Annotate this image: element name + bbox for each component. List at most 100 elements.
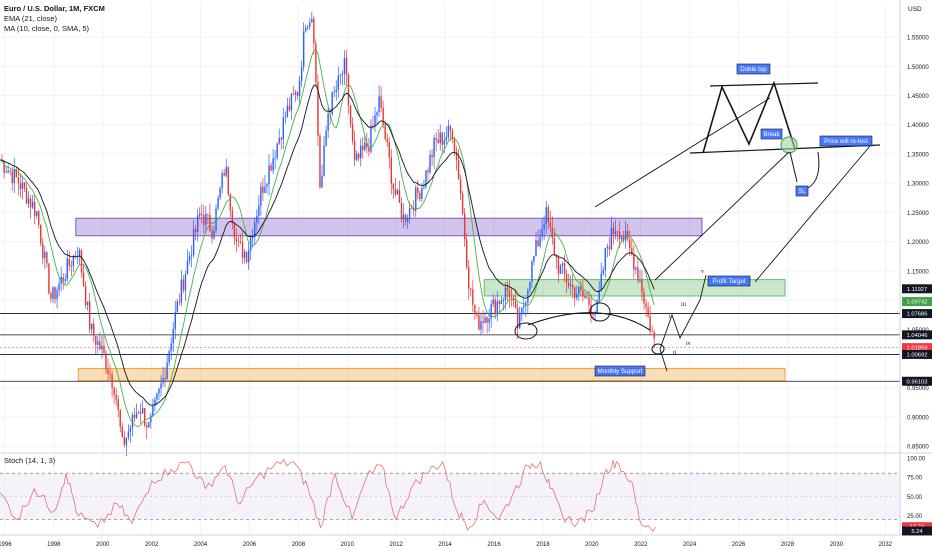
candle-body: [235, 238, 238, 242]
price-tag-label: 1.01859: [907, 346, 928, 352]
sl-drop-line: [789, 151, 798, 183]
candle-body: [629, 239, 631, 249]
candle-body: [304, 28, 307, 32]
doble-top-resistance-line: [709, 82, 819, 87]
candle-body: [209, 214, 211, 231]
candle-body: [480, 321, 482, 330]
candle-body: [527, 290, 529, 303]
candle-body: [482, 321, 484, 323]
candle-body: [539, 236, 541, 247]
candle-body: [468, 267, 470, 289]
candle-body: [101, 345, 103, 350]
candle-body: [429, 155, 431, 173]
candle-body: [584, 296, 586, 298]
candle-body: [578, 286, 580, 295]
candle-body: [425, 170, 427, 187]
candle-body: [56, 290, 58, 300]
candle-body: [247, 250, 250, 263]
candle-body: [582, 290, 584, 297]
wave-label: iii: [681, 302, 686, 308]
candle-body: [653, 332, 655, 339]
candle-body: [516, 308, 519, 329]
candle-body: [335, 89, 337, 92]
arrow-line-to-retest: [754, 145, 871, 283]
stoch-tick-label: 100.00: [907, 456, 926, 462]
candle-body: [86, 301, 89, 306]
candle-body: [366, 142, 368, 148]
candle-body: [535, 240, 537, 257]
candle-body: [388, 142, 390, 158]
candle-body: [580, 286, 582, 291]
candle-body: [637, 267, 639, 281]
candle-body: [264, 186, 266, 193]
candle-body: [160, 383, 162, 389]
candle-body: [561, 263, 564, 266]
candle-body: [378, 96, 380, 113]
sl-label: SL: [798, 188, 806, 195]
ema-line: [0, 49, 655, 427]
candle-body: [311, 18, 313, 23]
price-tag-box: [902, 343, 932, 353]
candle-body: [243, 251, 246, 258]
candle-body: [35, 211, 38, 216]
candle-body: [162, 377, 164, 384]
candle-body: [327, 113, 329, 131]
candle-body: [219, 188, 221, 199]
price-tick-label: 0.95000: [907, 386, 929, 392]
candle-body: [258, 205, 260, 216]
candle-body: [3, 160, 5, 173]
candle-body: [353, 140, 356, 160]
candle-body: [78, 250, 81, 257]
candle-body: [174, 312, 176, 329]
candle-body: [127, 431, 130, 438]
price-tag-box: [902, 330, 932, 340]
candle-body: [451, 130, 454, 140]
retest-label: Price will re-test: [824, 138, 868, 145]
candle-body: [199, 213, 201, 216]
time-tick-label: 1996: [0, 542, 12, 548]
candle-body: [592, 313, 594, 315]
zone-purple-resistance: [75, 217, 703, 237]
candle-body: [543, 224, 545, 230]
candle-body: [478, 315, 480, 330]
candle-body: [351, 124, 354, 141]
candle-body: [461, 193, 464, 214]
candle-body: [400, 202, 403, 220]
candle-body: [390, 157, 393, 184]
candle-body: [203, 214, 205, 225]
candle-body: [443, 140, 446, 145]
price-tag-box: [902, 309, 932, 319]
candle-body: [272, 158, 274, 171]
wave-projection-path: [659, 274, 707, 350]
candle-body: [17, 177, 20, 184]
candle-body: [21, 182, 24, 189]
candle-body: [239, 241, 242, 243]
candle-body: [608, 246, 611, 250]
candle-body: [274, 157, 276, 159]
candle-body: [211, 230, 213, 239]
drawings[interactable]: Doble top Break Price will re-test SL Profit…: [514, 63, 881, 377]
candle-body: [207, 213, 209, 215]
candle-body: [7, 170, 9, 173]
candle-body: [651, 331, 653, 333]
candle-body: [296, 92, 299, 96]
candle-body: [510, 297, 513, 299]
price-tag-box: [902, 349, 932, 359]
time-tick-label: 2014: [438, 542, 452, 548]
candle-body: [245, 251, 248, 263]
stoch-tick-label: 50.00: [907, 495, 923, 501]
candle-body: [170, 343, 172, 352]
candle-body: [616, 231, 619, 232]
candle-body: [182, 279, 185, 291]
candle-body: [606, 246, 609, 249]
candle-body: [90, 323, 93, 330]
candle-body: [260, 186, 262, 206]
candle-body: [52, 287, 54, 299]
candle-body: [276, 143, 278, 158]
candle-body: [13, 169, 15, 184]
candle-body: [115, 394, 117, 400]
candle-body: [282, 117, 285, 140]
candle-body: [190, 255, 193, 256]
price-tick-label: 1.15000: [907, 269, 929, 275]
